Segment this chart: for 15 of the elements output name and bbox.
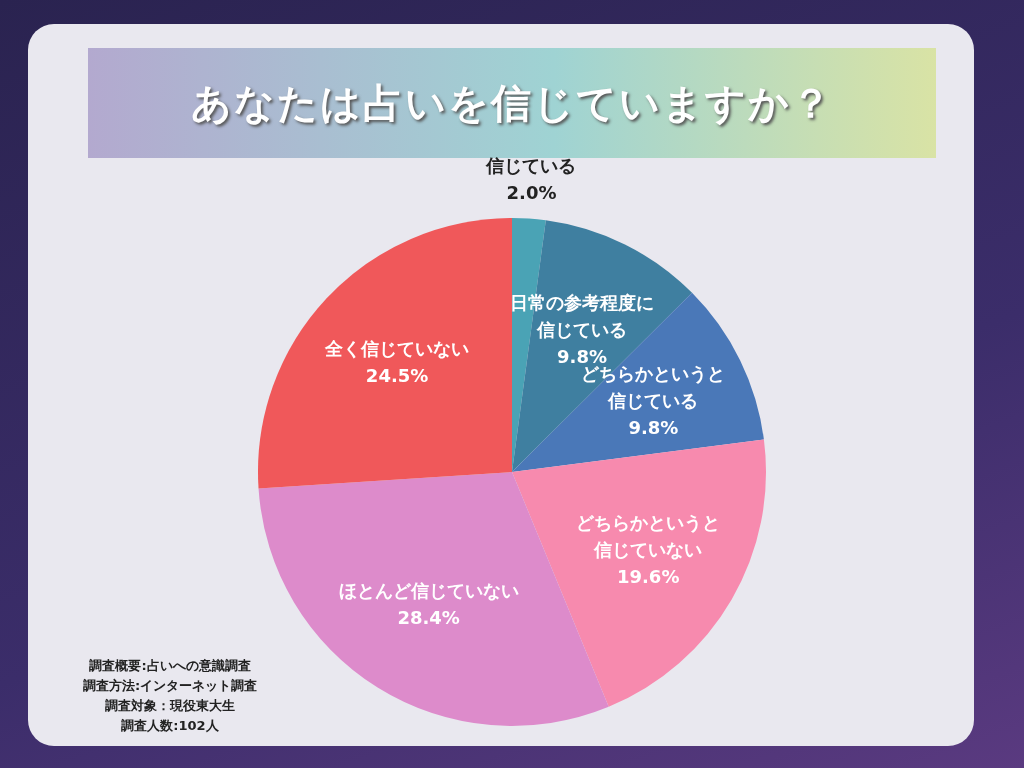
data-label: 19.6% xyxy=(616,565,680,587)
slice-label: 全く信じていない xyxy=(324,338,470,360)
text: 調査人数:102人 xyxy=(121,718,219,733)
data-label: 24.5% xyxy=(365,365,429,387)
text: 調査対象：現役東大生 xyxy=(105,698,235,713)
slice-label: 日常の参考程度に信じている xyxy=(510,291,655,340)
data-label: 28.4% xyxy=(397,606,460,628)
text: 調査概要:占いへの意識調査 xyxy=(89,658,251,673)
chart-title: あなたは占いを信じていますか？ xyxy=(191,79,833,126)
slice-label: どちらかというと信じていない xyxy=(576,511,721,560)
data-label: 2.0% xyxy=(506,181,557,203)
data-label: 9.8% xyxy=(628,417,679,439)
text: 調査方法:インターネット調査 xyxy=(82,678,258,693)
slice-label: 信じている xyxy=(485,154,577,176)
slice-label: ほとんど信じていない xyxy=(338,579,519,601)
